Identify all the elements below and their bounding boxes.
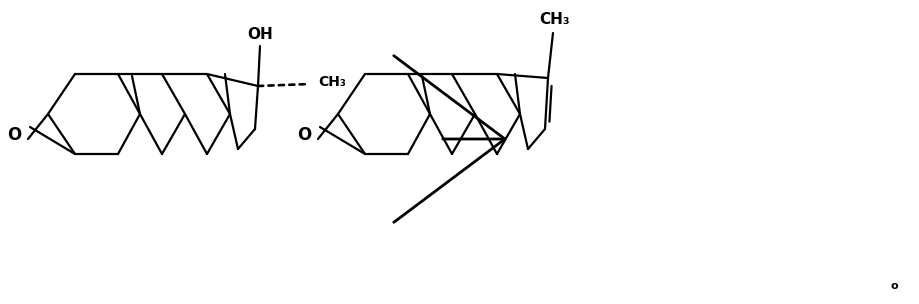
Text: o: o [890,281,897,291]
Text: OH: OH [247,26,273,42]
Text: CH₃: CH₃ [539,12,570,26]
Text: CH₃: CH₃ [318,75,346,89]
Text: O: O [297,126,311,144]
Text: O: O [6,126,21,144]
